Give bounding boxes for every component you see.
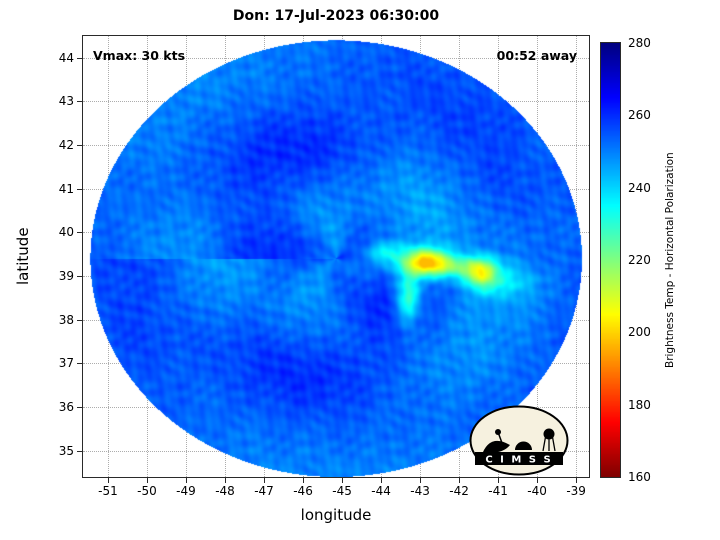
x-tick-mark [107, 478, 109, 483]
colorbar-tick-label: 240 [628, 180, 651, 195]
heatmap-canvas [83, 36, 589, 477]
x-tick-mark [146, 478, 148, 483]
colorbar-tick-label: 160 [628, 470, 651, 484]
x-tick-mark [459, 478, 461, 483]
x-tick-label: -40 [527, 484, 547, 498]
y-tick-label: 42 [58, 138, 74, 153]
y-tick-label: 44 [58, 50, 74, 65]
logo-banner [475, 452, 563, 465]
x-tick-label: -39 [566, 484, 586, 498]
vmax-annotation: Vmax: 30 kts [93, 48, 186, 63]
x-tick-mark [342, 478, 344, 483]
y-tick-mark [77, 101, 82, 103]
logo-text: C I M S S [485, 455, 552, 466]
y-tick-mark [77, 407, 82, 409]
colorbar-tick-label: 280 [628, 36, 651, 50]
x-tick-label: -51 [98, 484, 118, 498]
x-tick-mark [185, 478, 187, 483]
x-tick-label: -49 [176, 484, 196, 498]
radome-icon [515, 441, 532, 450]
y-tick-label: 38 [58, 312, 74, 327]
x-tick-label: -50 [137, 484, 157, 498]
x-tick-label: -45 [332, 484, 352, 498]
figure-title: Don: 17-Jul-2023 06:30:00 [232, 8, 440, 24]
y-axis-label: latitude [14, 227, 32, 286]
x-tick-label: -48 [215, 484, 235, 498]
y-tick-mark [77, 450, 82, 452]
y-tick-label: 35 [58, 443, 74, 458]
time-away-annotation: 00:52 away [496, 48, 577, 63]
y-tick-mark [77, 145, 82, 147]
colorbar-canvas [601, 43, 620, 477]
colorbar-tick-label: 180 [628, 397, 651, 412]
y-tick-label: 39 [58, 269, 74, 284]
x-tick-mark [303, 478, 305, 483]
x-axis-label: longitude [300, 506, 372, 524]
x-tick-mark [264, 478, 266, 483]
x-tick-mark [498, 478, 500, 483]
x-tick-mark [420, 478, 422, 483]
y-tick-mark [77, 188, 82, 190]
x-tick-label: -43 [410, 484, 430, 498]
y-tick-label: 40 [58, 225, 74, 240]
satellite-dish-icon [483, 440, 510, 453]
cimss-logo: C I M S S [469, 405, 569, 476]
plot-area: Vmax: 30 kts 00:52 away C I M S S [82, 35, 590, 478]
x-tick-label: -41 [488, 484, 508, 498]
y-tick-label: 41 [58, 181, 74, 196]
x-tick-mark [537, 478, 539, 483]
y-tick-label: 43 [58, 94, 74, 109]
water-tower-icon [543, 428, 555, 440]
x-tick-label: -47 [254, 484, 274, 498]
colorbar-label: Brightness Temp - Horizontal Polarizatio… [664, 152, 676, 368]
y-tick-mark [77, 319, 82, 321]
x-tick-mark [576, 478, 578, 483]
colorbar [600, 42, 621, 478]
y-tick-label: 37 [58, 356, 74, 371]
y-tick-label: 36 [58, 400, 74, 415]
x-tick-mark [225, 478, 226, 483]
colorbar-tick-label: 220 [628, 253, 651, 267]
x-tick-mark [381, 478, 383, 483]
y-tick-mark [77, 232, 82, 234]
y-tick-mark [77, 57, 82, 59]
satellite-dish-arm-icon [497, 431, 503, 444]
x-tick-label: -44 [371, 484, 391, 498]
water-tower-legs-icon [542, 436, 556, 452]
x-tick-label: -46 [293, 484, 313, 498]
y-tick-mark [77, 363, 82, 365]
colorbar-tick-label: 200 [628, 325, 651, 340]
colorbar-tick-label: 260 [628, 108, 651, 123]
y-tick-mark [77, 276, 82, 278]
x-tick-label: -42 [449, 484, 469, 498]
